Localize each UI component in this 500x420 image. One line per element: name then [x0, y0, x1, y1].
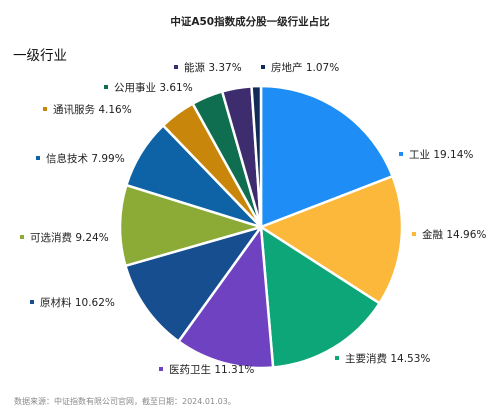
chart-title: 中证A50指数成分股一级行业占比 — [170, 16, 330, 28]
slice-label-4: 医药卫生 11.31% — [169, 363, 254, 376]
pie-slice-1 — [259, 84, 394, 229]
legend-marker-5 — [30, 300, 34, 304]
pie-slice-3 — [259, 225, 381, 369]
slice-label-7: 信息技术 7.99% — [46, 152, 125, 165]
legend-title: 一级行业 — [13, 48, 67, 64]
legend-marker-9 — [104, 85, 108, 89]
slice-label-1: 工业 19.14% — [409, 149, 473, 161]
pie-slice-4 — [177, 225, 275, 370]
legend-marker-1 — [399, 152, 403, 156]
slice-label-3: 主要消费 14.53% — [345, 352, 430, 365]
pie-slice-2 — [259, 175, 404, 305]
legend-marker-11 — [261, 65, 265, 69]
slice-label-9: 公用事业 3.61% — [114, 81, 193, 94]
slice-label-10: 能源 3.37% — [184, 61, 242, 74]
legend-marker-4 — [159, 367, 163, 371]
pie-slice-11 — [250, 84, 263, 229]
pie-slice-5 — [124, 225, 263, 343]
legend-marker-8 — [43, 107, 47, 111]
legend-marker-2 — [412, 232, 416, 236]
legend-marker-7 — [36, 156, 40, 160]
slice-label-5: 原材料 10.62% — [40, 296, 115, 309]
slice-label-6: 可选消费 9.24% — [30, 231, 109, 244]
slice-label-8: 通讯服务 4.16% — [53, 103, 132, 116]
pie-slice-6 — [118, 183, 263, 268]
source-note: 数据来源：中证指数有限公司官网，截至日期：2024.01.03。 — [14, 397, 236, 406]
slice-label-11: 房地产 1.07% — [271, 61, 339, 74]
legend-marker-3 — [335, 356, 339, 360]
legend-marker-10 — [174, 65, 178, 69]
slice-label-2: 金融 14.96% — [422, 228, 486, 241]
legend-marker-6 — [20, 235, 24, 239]
